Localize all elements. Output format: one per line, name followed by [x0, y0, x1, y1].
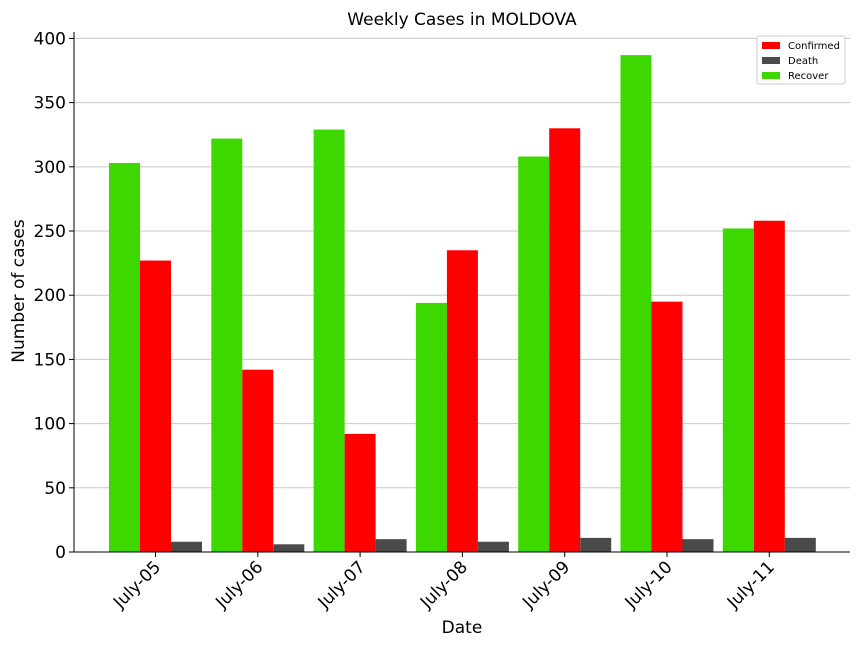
bar-confirmed-july-07 [344, 433, 376, 552]
bar-recover-july-08 [415, 302, 447, 552]
bar-death-july-06 [273, 544, 305, 552]
y-tick-label: 100 [34, 415, 66, 435]
y-tick-label: 200 [34, 286, 66, 306]
bar-death-july-10 [682, 539, 714, 552]
bar-recover-july-07 [313, 129, 345, 552]
bar-confirmed-july-05 [140, 260, 171, 552]
legend-label-recover: Recover [788, 71, 829, 82]
y-tick-label: 300 [34, 158, 66, 178]
x-tick-label: July-08 [416, 557, 472, 613]
bar-death-july-07 [375, 539, 407, 552]
bar-recover-july-11 [722, 228, 754, 552]
y-axis-label: Number of cases [9, 219, 29, 363]
bar-confirmed-july-11 [753, 220, 785, 553]
bar-death-july-11 [784, 537, 816, 552]
x-tick-label: July-10 [621, 557, 677, 613]
bar-death-july-08 [477, 541, 509, 552]
x-tick-label: July-05 [109, 557, 165, 613]
legend-swatch-confirmed [762, 42, 780, 49]
legend: Confirmed Death Recover [756, 35, 846, 85]
bar-recover-july-06 [211, 138, 243, 552]
x-tick-label: July-09 [518, 557, 574, 613]
y-axis-ticks: 0 50 100 150 200 250 300 350 400 [34, 29, 74, 563]
legend-label-death: Death [788, 56, 818, 67]
y-tick-label: 250 [34, 222, 66, 242]
legend-swatch-death [762, 57, 780, 64]
bar-confirmed-july-10 [651, 301, 683, 552]
y-tick-label: 150 [34, 350, 66, 370]
x-tick-label: July-06 [211, 557, 267, 613]
x-axis-label: Date [442, 618, 483, 638]
y-tick-label: 400 [34, 29, 66, 49]
y-tick-label: 0 [55, 543, 66, 563]
bar-recover-july-05 [109, 162, 140, 553]
y-tick-label: 50 [44, 479, 66, 499]
chart-title: Weekly Cases in MOLDOVA [347, 10, 577, 30]
x-tick-label: July-07 [314, 557, 370, 613]
y-tick-label: 350 [34, 94, 66, 114]
legend-label-confirmed: Confirmed [788, 41, 840, 52]
bar-death-july-09 [580, 537, 612, 552]
bars [109, 55, 816, 553]
bar-confirmed-july-06 [242, 369, 274, 552]
x-axis-ticks: July-05 July-06 July-07 July-08 July-09 July-… [109, 552, 779, 613]
bar-confirmed-july-08 [446, 250, 478, 552]
x-tick-label: July-11 [723, 557, 779, 613]
bar-death-july-05 [171, 541, 202, 552]
bar-recover-july-10 [620, 55, 652, 552]
legend-swatch-recover [762, 72, 780, 79]
bar-recover-july-09 [518, 156, 550, 552]
bar-confirmed-july-09 [549, 128, 581, 552]
